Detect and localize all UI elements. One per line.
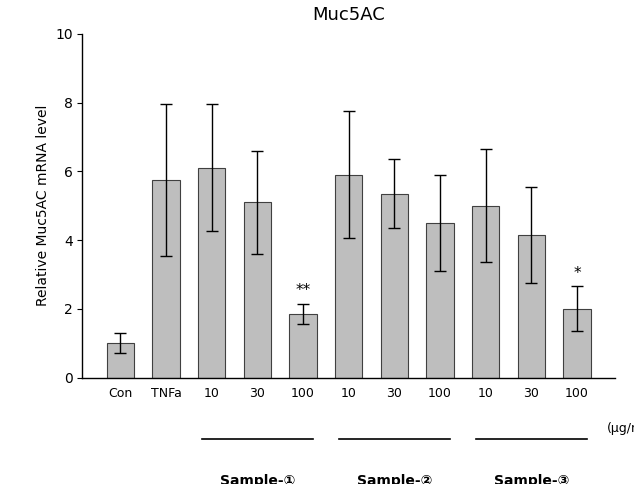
Bar bbox=[152, 180, 179, 378]
Text: *: * bbox=[573, 266, 581, 281]
Text: Sample-③: Sample-③ bbox=[494, 474, 569, 484]
Bar bbox=[289, 314, 317, 378]
Bar bbox=[107, 343, 134, 378]
Bar bbox=[198, 168, 225, 378]
Bar bbox=[472, 206, 500, 378]
Text: (μg/ml): (μg/ml) bbox=[607, 422, 634, 435]
Bar bbox=[518, 235, 545, 378]
Text: Sample-①: Sample-① bbox=[219, 474, 295, 484]
Bar bbox=[243, 202, 271, 378]
Title: Muc5AC: Muc5AC bbox=[313, 6, 385, 24]
Text: **: ** bbox=[295, 284, 311, 299]
Bar bbox=[426, 223, 454, 378]
Y-axis label: Relative Muc5AC mRNA level: Relative Muc5AC mRNA level bbox=[36, 105, 49, 306]
Bar bbox=[564, 309, 591, 378]
Text: Sample-②: Sample-② bbox=[357, 474, 432, 484]
Bar bbox=[380, 194, 408, 378]
Bar bbox=[335, 175, 363, 378]
